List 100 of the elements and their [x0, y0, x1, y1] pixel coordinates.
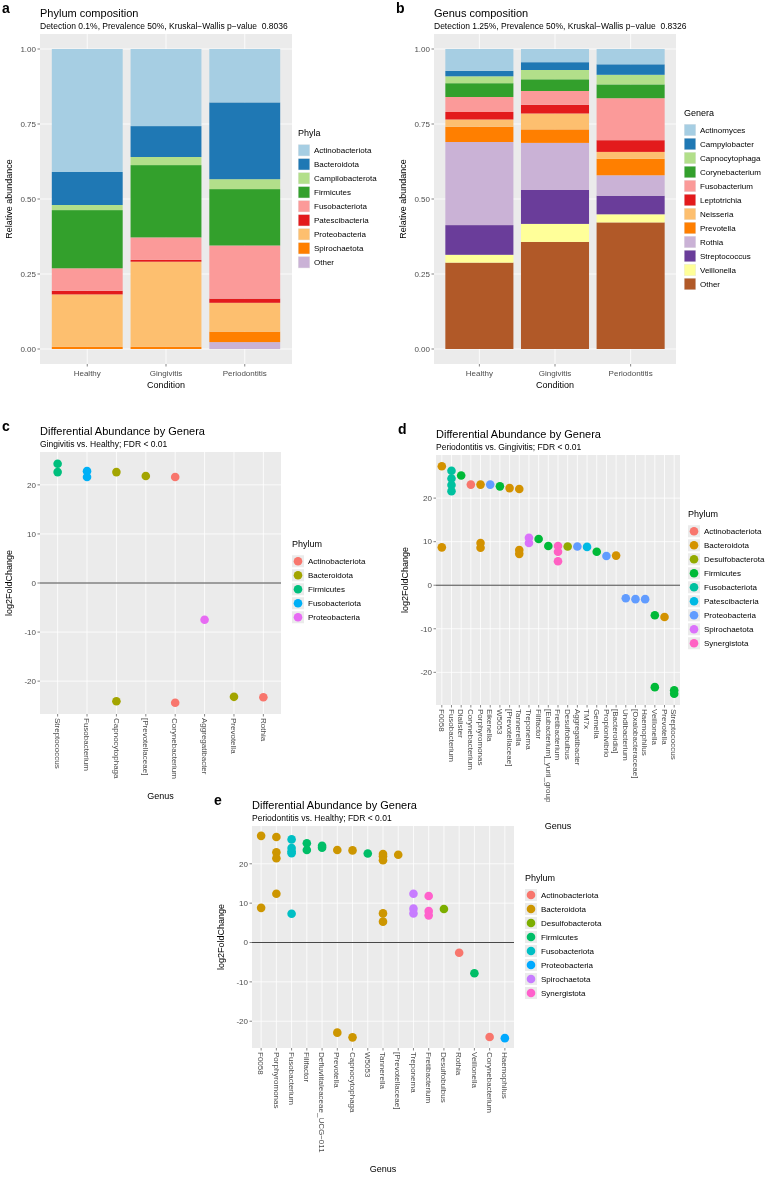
- legend-label: Other: [700, 279, 721, 289]
- y-tick-label: -20: [24, 676, 37, 686]
- bar: [445, 126, 514, 142]
- chart-title: Phylum composition: [40, 7, 139, 19]
- legend-label: Desulfobacterota: [704, 555, 766, 565]
- bar: [520, 70, 590, 80]
- chart-subtitle: Detection 1.25%, Prevalence 50%, Kruskal−Wallis p−value 0.8326: [434, 21, 687, 31]
- bar: [445, 70, 514, 77]
- x-tick-label: Gingivitis: [538, 369, 572, 378]
- bar: [445, 97, 514, 112]
- bar: [596, 98, 665, 141]
- bar: [445, 254, 514, 263]
- x-tick-label: Undibacterium: [620, 709, 630, 761]
- y-axis-title: log2FoldChange: [400, 546, 410, 614]
- bar: [209, 179, 281, 190]
- y-axis-title: Relative abundance: [4, 159, 14, 239]
- legend-label: Streptococcus: [700, 251, 751, 261]
- legend-label: Leptotrichia: [700, 195, 742, 205]
- x-tick-label: Corynebacterium: [466, 709, 476, 771]
- y-tick-label: 10: [27, 529, 37, 539]
- x-tick-label: Healthy: [73, 369, 101, 378]
- bar: [51, 205, 123, 211]
- x-tick-label: Fusobacterium: [446, 709, 456, 763]
- y-tick-label: -20: [236, 1017, 249, 1027]
- text: e: [214, 792, 222, 808]
- y-tick-label: 0: [427, 581, 433, 591]
- bar: [209, 342, 281, 349]
- x-tick-label: Fretibacterium: [553, 709, 563, 761]
- y-tick-label: 0: [31, 578, 37, 588]
- x-tick-label: W5053: [495, 709, 505, 735]
- x-tick-label: Treponema: [408, 1052, 418, 1094]
- legend-label: Bacteroidota: [541, 904, 587, 914]
- bar: [130, 126, 202, 157]
- legend-label: Actinomyces: [700, 125, 746, 135]
- x-tick-label: Filifactor: [533, 709, 543, 740]
- x-tick-label: Veillonella: [650, 709, 660, 746]
- y-tick-label: 0.25: [414, 269, 431, 279]
- y-tick-label: 20: [239, 859, 249, 869]
- bar: [51, 172, 123, 205]
- x-axis-title: Condition: [535, 380, 575, 390]
- bar: [445, 119, 514, 127]
- chart-subtitle: Gingivitis vs. Healthy; FDR < 0.01: [40, 439, 168, 449]
- legend-label: Actinobacteriota: [704, 527, 762, 537]
- x-tick-label: Capnocytophaga: [347, 1052, 357, 1114]
- bar: [209, 302, 281, 332]
- legend-label: Fusobacterium: [700, 181, 754, 191]
- legend-label: Spirochaetota: [314, 244, 364, 254]
- legend-label: Spirochaetota: [704, 625, 754, 635]
- y-tick-label: 20: [423, 493, 433, 503]
- legend-label: Corynebacterium: [700, 167, 762, 177]
- text: b: [396, 0, 405, 16]
- bar: [596, 214, 665, 223]
- x-tick-label: Desulfobulbus: [439, 1052, 449, 1103]
- x-tick-label: Dialister: [456, 709, 466, 739]
- x-tick-label: Treponema: [524, 709, 534, 751]
- x-tick-label: Prevotella: [332, 1052, 342, 1089]
- y-tick-label: 1.00: [414, 44, 431, 54]
- bar: [209, 331, 281, 343]
- bar: [445, 76, 514, 84]
- x-tick-label: [Eubacterium]_yurii_group: [543, 709, 553, 803]
- bar: [596, 175, 665, 196]
- x-tick-label: TM7x: [582, 709, 592, 729]
- bar: [209, 102, 281, 180]
- bar: [51, 210, 123, 269]
- legend-label: Patescibacteria: [704, 597, 760, 607]
- x-axis-title: Genus: [147, 790, 175, 801]
- legend-label: Spirochaetota: [541, 974, 591, 984]
- x-tick-label: Porphyromonas: [475, 709, 485, 766]
- legend-label: Desulfobacterota: [541, 918, 603, 928]
- x-tick-label: Propionivibrio: [601, 709, 611, 759]
- x-tick-label: Periodontitis: [608, 369, 653, 378]
- bar: [445, 262, 514, 349]
- x-tick-label: F0058: [256, 1052, 266, 1076]
- chart-title: Differential Abundance by Genera: [252, 799, 418, 811]
- x-tick-label: [Oxalobacteraceae]: [630, 709, 640, 779]
- legend-label: Neisseria: [700, 209, 734, 219]
- bar: [596, 195, 665, 215]
- legend-label: Proteobacteria: [704, 611, 757, 621]
- legend-label: Capnocytophaga: [700, 153, 762, 163]
- bar: [209, 49, 281, 103]
- bar: [596, 151, 665, 159]
- y-tick-label: 0.75: [414, 119, 431, 129]
- y-tick-label: -10: [24, 627, 37, 637]
- legend-label: Proteobacteria: [314, 230, 367, 240]
- x-axis-title: Condition: [146, 380, 186, 390]
- legend-label: Fusobacteriota: [704, 583, 758, 593]
- bar: [130, 49, 202, 127]
- x-tick-label: Fusobacterium: [82, 718, 92, 772]
- x-tick-label: Periodontitis: [222, 369, 267, 378]
- bar: [130, 261, 202, 347]
- x-tick-label: Streptococcus: [52, 718, 62, 769]
- bar: [209, 245, 281, 299]
- x-tick-label: Healthy: [465, 369, 493, 378]
- legend-label: Proteobacteria: [541, 960, 594, 970]
- bar: [130, 165, 202, 238]
- y-tick-label: 10: [239, 898, 249, 908]
- x-axis-title: Genus: [544, 820, 572, 831]
- bar: [596, 49, 665, 65]
- x-tick-label: [Prevotellaceae]: [504, 709, 514, 767]
- y-tick-label: 20: [27, 480, 37, 490]
